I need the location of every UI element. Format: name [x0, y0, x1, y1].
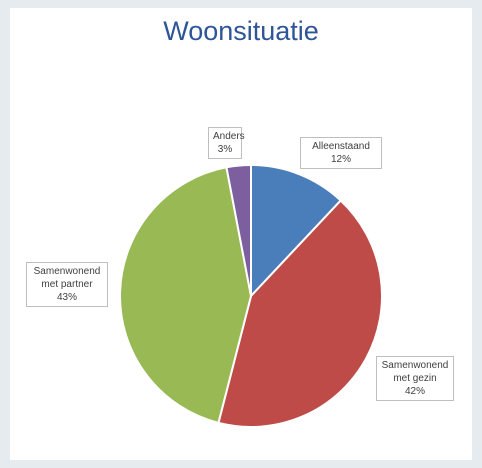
- value-label: 12%: [330, 154, 351, 165]
- data-label: Samenwonend met partner 43%: [26, 262, 108, 307]
- data-label: Anders 3%: [208, 127, 245, 159]
- value-label: 42%: [404, 386, 425, 397]
- pie-slice: [119, 166, 253, 425]
- chart-title: Woonsituatie: [163, 16, 319, 46]
- category-label: Samenwonend met gezin: [381, 360, 449, 384]
- data-label: Alleenstaand 12%: [300, 137, 382, 169]
- pie-slice: [250, 163, 343, 299]
- value-label: 43%: [56, 292, 77, 303]
- category-label: Anders: [213, 131, 245, 142]
- pie-slice: [225, 163, 252, 297]
- category-label: Alleenstaand: [312, 141, 370, 152]
- category-label: Samenwonend met partner: [33, 266, 101, 290]
- data-label: Samenwonend met gezin 42%: [376, 356, 454, 401]
- pie-slice: [217, 199, 383, 428]
- value-label: 3%: [217, 144, 233, 155]
